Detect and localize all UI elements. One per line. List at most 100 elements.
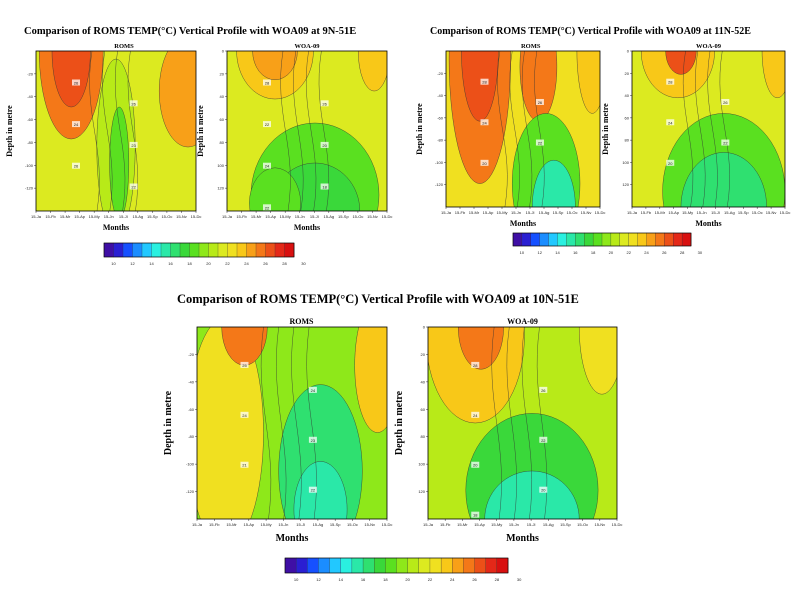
- contour-label-bg: [308, 386, 317, 393]
- colorbar-label: 14: [339, 577, 344, 582]
- plot-frame: [35, 50, 197, 212]
- colorbar-frame: [512, 232, 692, 247]
- colorbar-label: 26: [263, 261, 268, 266]
- colorbar-swatch: [255, 242, 266, 258]
- contour-line: [521, 51, 533, 207]
- colorbar-swatch: [429, 557, 442, 574]
- y-tick-label: 60: [625, 115, 630, 120]
- contour-label: 20: [322, 143, 327, 148]
- x-tick-label: 15-My: [496, 210, 507, 215]
- y-tick-label: -80: [437, 138, 444, 143]
- x-tick-label: 15-Ap: [483, 210, 494, 215]
- contour-label: 26: [723, 100, 728, 105]
- x-tick-label: 15-Fb: [641, 210, 652, 215]
- contour-label: 24: [482, 120, 487, 125]
- colorbar-swatch: [646, 232, 656, 247]
- contour-label: 18: [473, 513, 478, 518]
- y-tick-label: 0: [627, 49, 630, 54]
- colorbar-swatch: [619, 232, 630, 247]
- contour-label-bg: [72, 121, 80, 128]
- contour-band: [484, 470, 580, 519]
- x-tick-label: 15-Ja: [222, 214, 233, 219]
- contour-label-bg: [320, 141, 329, 148]
- colorbar-swatch: [485, 557, 498, 574]
- x-tick-label: 15-Ag: [539, 210, 550, 215]
- x-tick-label: 15-Ag: [132, 214, 143, 219]
- colorbar-swatch: [274, 242, 285, 258]
- y-tick-label: 0: [423, 325, 426, 330]
- contour-label-bg: [129, 141, 138, 148]
- x-tick-label: 15-My: [682, 210, 693, 215]
- x-tick-label: 15-Jn: [104, 214, 114, 219]
- colorbar-label: 20: [609, 250, 614, 255]
- contour-label: 22: [723, 141, 728, 146]
- y-axis-title: Depth in metre: [163, 390, 174, 455]
- y-tick-label: -40: [437, 93, 444, 98]
- contour-label: 26: [74, 164, 79, 169]
- y-tick-label: -40: [27, 94, 34, 99]
- colorbar-swatch: [539, 232, 549, 247]
- contour-line: [291, 327, 302, 519]
- contour-field: [36, 51, 196, 211]
- contour-label-bg: [72, 79, 80, 86]
- colorbar-swatch: [217, 242, 228, 258]
- colorbar-label: 30: [517, 577, 522, 582]
- x-tick-label: 15-Oc: [577, 522, 588, 527]
- contour-label: 23: [311, 438, 316, 443]
- contour-label: 22: [131, 185, 136, 190]
- colorbar-swatch: [351, 557, 364, 574]
- x-tick-label: 15-Oc: [161, 214, 172, 219]
- colorbar-label: 30: [698, 250, 703, 255]
- y-axis-title: Depth in metre: [5, 105, 14, 157]
- y-tick-label: -100: [435, 160, 444, 165]
- contour-band: [354, 327, 387, 433]
- contour-label: 24: [242, 413, 247, 418]
- contour-label-bg: [721, 139, 730, 146]
- contour-line: [276, 327, 287, 519]
- panel-subtitle: WOA-09: [295, 43, 321, 50]
- x-tick-label: 15-Mr: [226, 522, 237, 527]
- x-tick-label: 15-Nv: [766, 210, 777, 215]
- contour-line: [682, 51, 694, 207]
- colorbar-label: 14: [149, 261, 154, 266]
- y-axis-title: Depth in metre: [415, 103, 424, 155]
- contour-label-bg: [721, 98, 730, 105]
- y-tick-label: 100: [418, 462, 425, 467]
- contour-band: [293, 461, 348, 519]
- colorbar-swatch: [295, 557, 308, 574]
- contour-field: [632, 51, 785, 207]
- contour-label-bg: [666, 159, 675, 166]
- contour-band: [761, 51, 785, 98]
- contour-label-bg: [539, 386, 548, 393]
- contour-line: [509, 51, 520, 207]
- y-tick-label: -20: [188, 352, 195, 357]
- colorbar-swatch: [329, 557, 342, 574]
- contour-label: 22: [541, 438, 546, 443]
- x-tick-label: 15-Mr: [457, 522, 468, 527]
- x-tick-label: 15-Oc: [752, 210, 763, 215]
- contour-panel: 28 26 24 22 20 ROMS 15-Ja 15-Fb 15-Mr 15-Ap 15-My 1…: [415, 43, 605, 228]
- y-tick-label: 100: [622, 160, 629, 165]
- contour-band: [428, 327, 525, 424]
- contour-label: 22: [265, 122, 270, 127]
- x-tick-label: 15-Dc: [780, 210, 791, 215]
- colorbar-label: 12: [316, 577, 321, 582]
- x-tick-label: 15-Ja: [441, 210, 452, 215]
- plot-frame: [226, 50, 388, 212]
- y-tick-label: -80: [27, 140, 34, 145]
- contour-label-bg: [471, 411, 480, 418]
- contour-line: [306, 51, 317, 211]
- y-tick-label: 0: [222, 49, 225, 54]
- x-tick-label: 15-Oc: [567, 210, 578, 215]
- colorbar-swatch: [463, 557, 475, 574]
- colorbar-swatch: [673, 232, 683, 247]
- colorbar-swatch: [284, 242, 295, 258]
- colorbar-label: 18: [591, 250, 596, 255]
- x-axis-title: Months: [695, 219, 721, 228]
- contour-label-bg: [539, 436, 548, 443]
- contour-label-bg: [320, 183, 329, 190]
- contour-label: 26: [322, 101, 327, 106]
- contour-label-bg: [539, 486, 548, 493]
- x-axis-title: Months: [506, 533, 539, 544]
- contour-label: 28: [482, 80, 487, 85]
